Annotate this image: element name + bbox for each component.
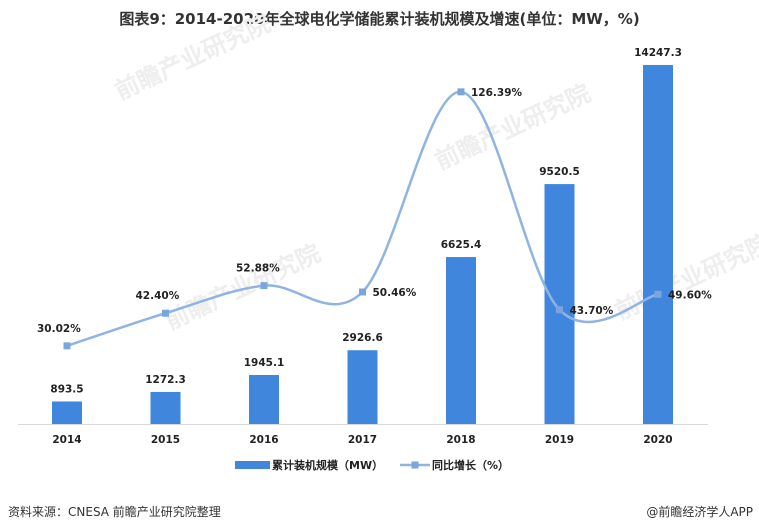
x-tick-label: 2016 — [249, 434, 278, 446]
chart-title: 图表9：2014-2020年全球电化学储能累计装机规模及增速(单位：MW，%) — [119, 10, 640, 28]
bar-2014 — [52, 401, 82, 424]
growth-value-label: 126.39% — [471, 87, 523, 99]
growth-value-label: 50.46% — [373, 287, 417, 299]
legend-bar-swatch — [235, 461, 270, 469]
bar-value-label: 9520.5 — [539, 166, 580, 178]
bar-value-label: 2926.6 — [342, 332, 383, 344]
growth-marker-2016 — [260, 282, 268, 290]
growth-marker-2014 — [63, 342, 71, 350]
watermark: 前瞻产业研究院 — [611, 229, 759, 325]
bar-2015 — [150, 391, 181, 424]
growth-marker-2019 — [556, 306, 563, 314]
growth-marker-2017 — [359, 288, 366, 296]
bar-2020 — [643, 64, 673, 424]
source-note: 资料来源：CNESA 前瞻产业研究院整理 — [8, 505, 221, 519]
x-tick-label: 2019 — [545, 434, 574, 446]
x-tick-label: 2018 — [446, 434, 475, 446]
legend-line-label: 同比增长（%） — [432, 458, 509, 472]
x-tick-label: 2015 — [151, 434, 180, 446]
growth-marker-2020 — [654, 290, 662, 298]
bar-value-label: 6625.4 — [441, 239, 482, 251]
bar-value-label: 893.5 — [50, 383, 83, 395]
bar-value-label: 1945.1 — [244, 357, 285, 369]
bar-2017 — [347, 350, 378, 424]
x-tick-label: 2020 — [643, 434, 672, 446]
bar-2018 — [446, 257, 476, 424]
legend-line-marker — [411, 461, 419, 469]
x-tick-label: 2014 — [52, 434, 81, 446]
watermark: 前瞻产业研究院 — [111, 9, 275, 105]
brand-credit: @前瞻经济学人APP — [646, 505, 753, 519]
growth-value-label: 42.40% — [136, 290, 180, 302]
watermark: 前瞻产业研究院 — [161, 239, 325, 335]
x-tick-label: 2017 — [348, 434, 377, 446]
growth-value-label: 49.60% — [668, 289, 712, 301]
bar-2019 — [544, 184, 575, 424]
growth-value-label: 52.88% — [236, 263, 280, 275]
growth-value-label: 30.02% — [37, 323, 81, 335]
legend-bar-label: 累计装机规模（MW） — [272, 458, 383, 472]
bar-value-label: 1272.3 — [145, 374, 186, 386]
growth-marker-2015 — [162, 309, 169, 317]
chart-svg: 前瞻产业研究院前瞻产业研究院前瞻产业研究院前瞻产业研究院2014893.5201… — [18, 9, 759, 472]
bar-value-label: 14247.3 — [634, 47, 682, 59]
bar-2016 — [249, 374, 279, 424]
growth-value-label: 43.70% — [570, 305, 614, 317]
growth-marker-2018 — [457, 88, 465, 96]
